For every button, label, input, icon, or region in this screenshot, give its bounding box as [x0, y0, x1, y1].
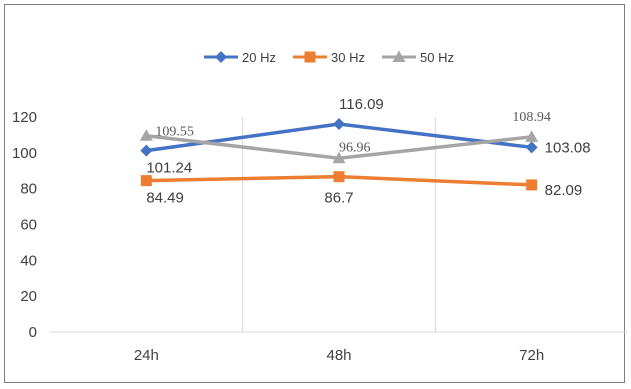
y-tick-label: 100 — [12, 145, 37, 162]
y-tick-label: 40 — [20, 252, 37, 269]
data-label: 109.55 — [155, 125, 194, 140]
legend-marker — [215, 51, 227, 63]
data-point — [526, 179, 538, 191]
chart-frame — [4, 4, 625, 383]
data-label: 84.49 — [146, 190, 184, 207]
data-label: 86.7 — [324, 190, 353, 207]
data-label: 116.09 — [339, 96, 384, 113]
data-label: 96.96 — [339, 140, 371, 155]
legend-marker — [392, 50, 406, 62]
legend-marker — [304, 51, 316, 63]
data-point — [139, 129, 153, 141]
data-point — [525, 141, 538, 154]
data-point — [333, 171, 345, 183]
legend-label: 30 Hz — [331, 50, 365, 65]
data-point — [333, 118, 345, 131]
y-tick-label: 80 — [20, 181, 37, 198]
data-label: 82.09 — [545, 182, 583, 199]
data-point — [332, 151, 346, 164]
x-tick-label: 24h — [134, 347, 159, 364]
legend-label: 20 Hz — [242, 50, 276, 65]
data-point — [140, 144, 153, 157]
data-label: 101.24 — [146, 160, 192, 177]
y-tick-label: 0 — [29, 324, 37, 341]
y-tick-label: 120 — [12, 109, 37, 126]
x-tick-label: 72h — [519, 347, 544, 364]
legend-label: 50 Hz — [420, 50, 454, 65]
x-tick-label: 48h — [326, 347, 351, 364]
y-tick-label: 60 — [20, 217, 37, 234]
data-label: 103.08 — [545, 139, 591, 156]
data-label: 108.94 — [512, 110, 551, 125]
data-point — [140, 175, 152, 187]
y-tick-label: 20 — [20, 288, 37, 305]
data-point — [525, 130, 539, 142]
